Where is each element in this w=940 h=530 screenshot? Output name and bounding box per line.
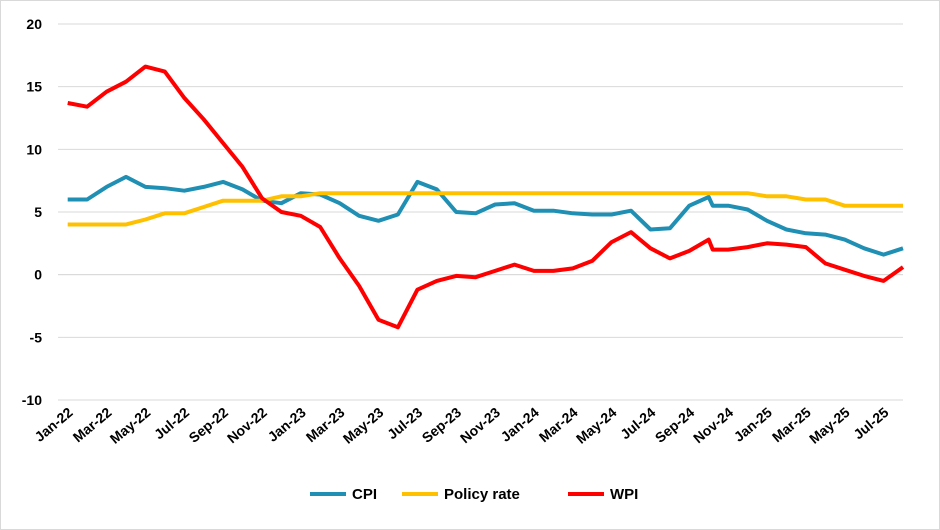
series-line-cpi bbox=[67, 174, 904, 257]
x-tick-label: Jul-23 bbox=[384, 404, 425, 442]
y-axis-tick-labels: 20 15 10 5 0 -5 -10 bbox=[22, 16, 42, 408]
y-tick-label: 10 bbox=[26, 141, 42, 157]
x-tick-label: Jul-22 bbox=[151, 404, 192, 442]
x-tick-label: May-25 bbox=[806, 404, 853, 447]
legend-label: Policy rate bbox=[444, 486, 520, 503]
x-tick-label: May-22 bbox=[107, 404, 154, 447]
legend: CPI Policy rate WPI bbox=[310, 486, 638, 503]
x-tick-label: Nov-23 bbox=[457, 404, 503, 446]
x-tick-label: Jan-22 bbox=[31, 404, 75, 445]
x-tick-label: Mar-22 bbox=[70, 404, 115, 445]
x-tick-label: Sep-22 bbox=[186, 404, 232, 446]
y-tick-label: -10 bbox=[22, 392, 42, 408]
legend-label: WPI bbox=[610, 486, 638, 503]
y-tick-label: -5 bbox=[30, 329, 43, 345]
x-tick-label: May-24 bbox=[573, 404, 620, 447]
y-tick-label: 20 bbox=[26, 16, 42, 32]
x-tick-label: Jul-25 bbox=[850, 404, 891, 442]
x-tick-label: Jan-23 bbox=[264, 404, 308, 445]
series-lines bbox=[67, 64, 905, 330]
y-tick-label: 15 bbox=[26, 79, 42, 95]
x-tick-label: Jan-24 bbox=[498, 404, 542, 445]
legend-label: CPI bbox=[352, 486, 377, 503]
x-tick-label: Sep-23 bbox=[419, 404, 465, 446]
x-tick-label: Jan-25 bbox=[731, 404, 775, 445]
x-tick-label: Jul-24 bbox=[617, 404, 658, 442]
series-line-wpi bbox=[67, 64, 905, 330]
x-axis-tick-labels: Jan-22Mar-22May-22Jul-22Sep-22Nov-22Jan-… bbox=[31, 404, 891, 447]
x-tick-label: Mar-23 bbox=[303, 404, 348, 445]
x-tick-label: Mar-24 bbox=[536, 404, 581, 445]
x-tick-label: Nov-24 bbox=[690, 404, 736, 446]
y-tick-label: 5 bbox=[34, 204, 42, 220]
series-line-policy-rate bbox=[67, 191, 903, 227]
y-tick-label: 0 bbox=[34, 267, 42, 283]
x-tick-label: Nov-22 bbox=[224, 404, 270, 446]
x-tick-label: Mar-25 bbox=[769, 404, 814, 445]
x-tick-label: May-23 bbox=[340, 404, 387, 447]
x-tick-label: Sep-24 bbox=[652, 404, 698, 446]
